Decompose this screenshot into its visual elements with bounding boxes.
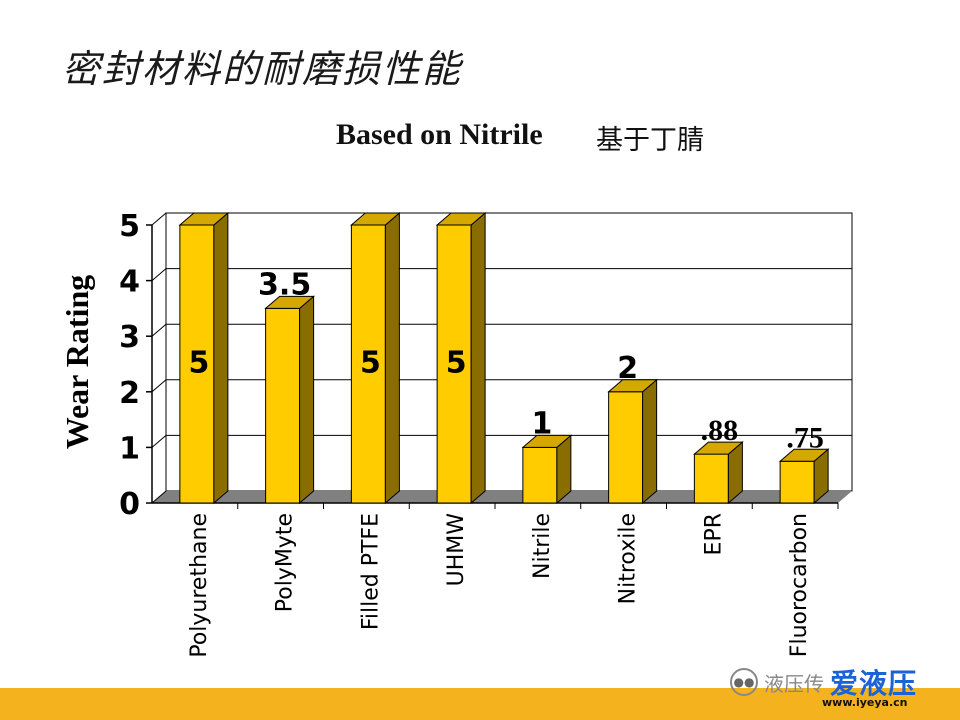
wechat-icon: ●● — [730, 668, 758, 696]
bar — [608, 391, 644, 504]
y-tick-label: 2 — [119, 376, 140, 411]
bar — [179, 224, 215, 504]
bar — [779, 460, 815, 504]
y-tick-depth — [151, 212, 167, 226]
chart-title-cn: 基于丁腈 — [596, 125, 704, 156]
x-tick-label: Nitrile — [530, 513, 555, 579]
watermark-text: 液压传 — [764, 671, 824, 696]
x-tick-label: PolyMyte — [273, 513, 298, 612]
bar-side — [213, 211, 229, 505]
bar-side — [470, 211, 486, 505]
bar-top — [178, 212, 230, 226]
bar — [265, 307, 301, 504]
x-tick-label: EPR — [701, 513, 726, 555]
bottom-band — [0, 688, 960, 720]
y-tick-depth — [151, 268, 167, 281]
bar-side — [299, 295, 315, 505]
y-tick-label: 0 — [119, 487, 140, 522]
chart-floor — [152, 491, 852, 503]
y-tick-depth — [151, 379, 167, 393]
x-tick-label: Filled PTFE — [358, 513, 383, 630]
data-label: 2 — [617, 351, 638, 386]
bar-chart: 0 1 2 3 4 5 Wear Rating Polyurethane 5 PolyMyte 3.… — [59, 209, 853, 658]
y-tick-depth — [151, 435, 167, 448]
slide-title: 密封材料的耐磨损性能 — [62, 47, 463, 91]
data-label: .75 — [786, 421, 824, 454]
chart-title: Based on Nitrile — [336, 118, 543, 151]
x-tick-label: Nitroxile — [616, 513, 641, 604]
watermark-url: www.iyeya.cn — [822, 696, 908, 709]
y-axis-label: Wear Rating — [59, 275, 95, 450]
bar-top — [693, 441, 744, 455]
bar-top — [521, 434, 573, 448]
y-tick-label: 5 — [119, 209, 140, 244]
bar-top — [264, 295, 315, 309]
data-label: 3.5 — [258, 267, 311, 302]
y-tick-depth — [151, 490, 167, 504]
x-tick-label: Fluorocarbon — [787, 513, 812, 657]
data-label: 5 — [188, 345, 209, 380]
y-tick-label: 3 — [119, 320, 140, 355]
bar-top — [778, 448, 830, 462]
bar-top — [350, 212, 401, 226]
bar-side — [384, 211, 400, 505]
data-label: 5 — [360, 345, 381, 380]
x-tick-label: UHMW — [444, 513, 469, 587]
bar — [693, 453, 729, 504]
data-label: .88 — [701, 414, 739, 447]
bar — [350, 224, 386, 504]
data-label: 1 — [531, 406, 552, 441]
bar-top — [607, 379, 658, 393]
bar-side — [642, 378, 658, 505]
watermark-brand: 爱液压 — [830, 667, 918, 700]
x-tick-label: Polyurethane — [187, 513, 212, 658]
y-tick-depth — [151, 323, 167, 337]
watermark: ●● 液压传 爱液压 — [730, 662, 956, 702]
bar-top — [435, 212, 487, 226]
bar — [522, 446, 558, 504]
data-label: 5 — [446, 345, 467, 380]
y-tick-label: 4 — [119, 265, 140, 300]
bar — [436, 224, 472, 504]
y-tick-label: 1 — [119, 431, 140, 466]
